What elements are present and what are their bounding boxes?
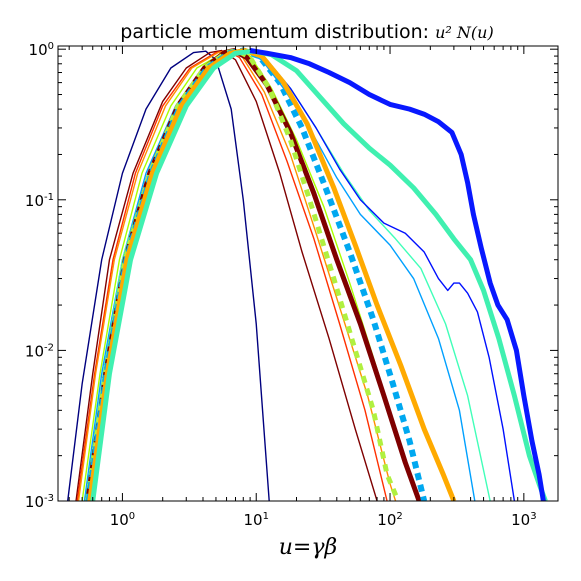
tick-layer: 100 101 102 103 10-3 10-2 10-1 100 bbox=[25, 41, 558, 529]
x-tick-label: 100 bbox=[110, 511, 135, 529]
x-tick-label: 101 bbox=[243, 511, 268, 529]
y-tick-label: 10-2 bbox=[25, 342, 54, 360]
series-line-2 bbox=[75, 49, 378, 501]
series-line-12 bbox=[87, 48, 457, 501]
chart-title-text: particle momentum distribution: bbox=[120, 21, 435, 43]
y-tick-label: 10-1 bbox=[25, 192, 54, 210]
chart-title-math: u² N(u) bbox=[435, 23, 494, 42]
x-tick-label: 103 bbox=[511, 511, 536, 529]
series-line-13 bbox=[90, 48, 548, 501]
y-tick-label: 10-3 bbox=[25, 493, 54, 511]
x-tick-label: 102 bbox=[377, 511, 402, 529]
series-line-9 bbox=[85, 48, 422, 501]
series-line-10 bbox=[85, 48, 401, 501]
series-line-11 bbox=[85, 47, 428, 501]
series-line-14 bbox=[249, 48, 546, 501]
series-line-1 bbox=[67, 50, 270, 501]
series-layer bbox=[67, 47, 548, 501]
x-axis-label: u=γβ bbox=[279, 535, 337, 560]
y-tick-label: 100 bbox=[29, 41, 54, 59]
series-line-8 bbox=[85, 49, 516, 501]
chart-title: particle momentum distribution: u² N(u) bbox=[120, 21, 493, 43]
plot-frame bbox=[57, 45, 559, 502]
